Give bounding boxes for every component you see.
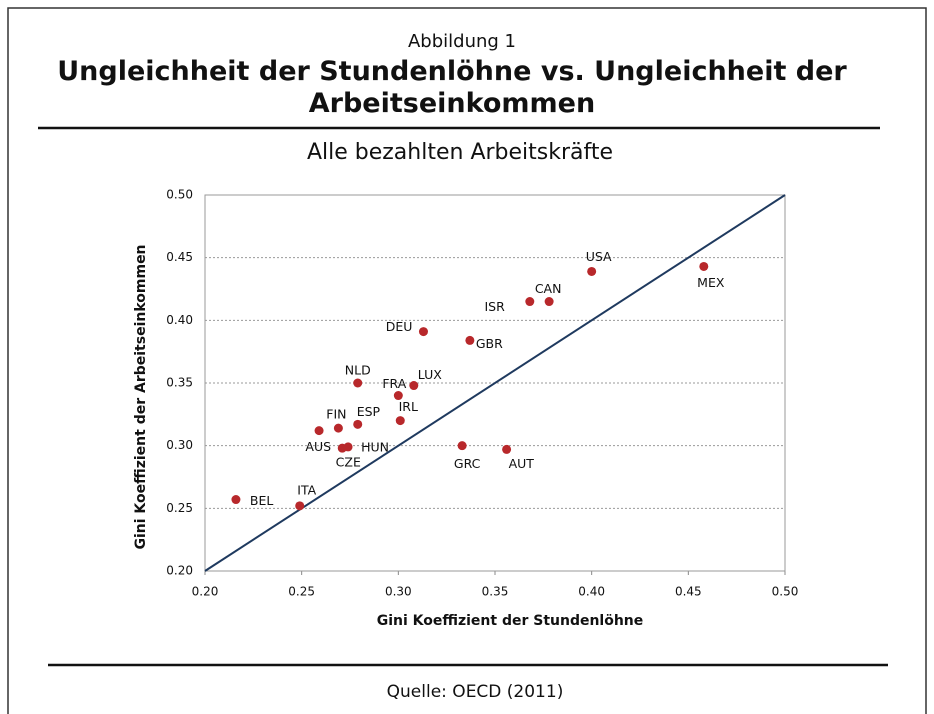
chart-title: Ungleichheit der Stundenlöhne vs. Unglei… (57, 56, 847, 119)
point (587, 266, 597, 276)
y-tick-label: 0.50 (166, 188, 193, 202)
y-tick-label: 0.40 (166, 313, 193, 327)
point (465, 335, 475, 345)
point-label: AUT (509, 456, 535, 471)
point (343, 442, 353, 452)
chart-subtitle: Alle bezahlten Arbeitskräfte (307, 140, 613, 165)
x-tick-label: 0.50 (772, 585, 799, 599)
point-label: BEL (250, 493, 273, 508)
point-label: FRA (382, 376, 406, 391)
point (418, 327, 428, 337)
point (502, 444, 512, 454)
x-tick-label: 0.40 (578, 585, 605, 599)
point (393, 391, 403, 401)
point-label: ESP (357, 404, 381, 419)
point-label: USA (586, 249, 612, 264)
point-label: CAN (535, 281, 562, 296)
y-tick-label: 0.45 (166, 250, 193, 264)
point-label: GBR (476, 336, 503, 351)
point (544, 297, 554, 307)
x-tick-label: 0.25 (288, 585, 315, 599)
point-label: LUX (418, 367, 442, 382)
point (409, 381, 419, 391)
point (333, 423, 343, 433)
point-label: MEX (697, 275, 725, 290)
y-tick-label: 0.35 (166, 376, 193, 390)
point-label: HUN (361, 439, 389, 454)
point-label: ISR (484, 299, 505, 314)
point-label: IRL (399, 399, 418, 414)
point (314, 426, 324, 436)
x-tick-label: 0.45 (675, 585, 702, 599)
point-label: GRC (454, 456, 481, 471)
point (457, 441, 467, 451)
point (395, 416, 405, 426)
point (353, 378, 363, 388)
point-label: AUS (305, 439, 331, 454)
point (295, 501, 305, 511)
point (525, 297, 535, 307)
y-tick-label: 0.25 (166, 501, 193, 515)
y-tick-label: 0.20 (166, 564, 193, 578)
source: Quelle: OECD (2011) (387, 682, 564, 702)
point-label: CZE (336, 455, 361, 470)
y-tick-label: 0.30 (166, 438, 193, 452)
point (353, 419, 363, 429)
x-tick-label: 0.20 (192, 585, 219, 599)
point-label: ITA (297, 482, 316, 497)
y-axis-label: Gini Koeffizient der Arbeitseinkommen (133, 244, 149, 549)
point (699, 261, 709, 271)
point-label: NLD (345, 363, 371, 378)
point (231, 495, 241, 505)
point-label: FIN (326, 407, 346, 422)
x-axis-label: Gini Koeffizient der Stundenlöhne (377, 613, 644, 629)
frame (7, 7, 927, 714)
point-label: DEU (386, 319, 413, 334)
plot-border (204, 194, 786, 572)
figure-label: Abbildung 1 (408, 31, 516, 52)
x-tick-label: 0.35 (482, 585, 509, 599)
x-tick-label: 0.30 (385, 585, 412, 599)
